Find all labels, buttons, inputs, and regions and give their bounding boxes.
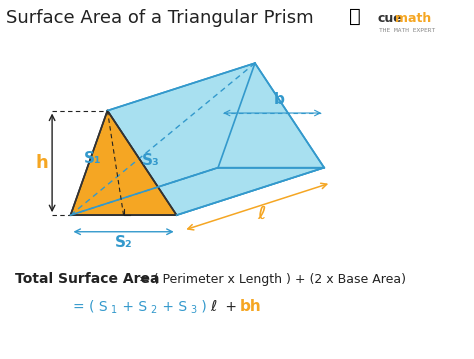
Text: h: h: [36, 154, 48, 172]
Text: 3: 3: [190, 305, 196, 314]
Text: Total Surface Area: Total Surface Area: [15, 272, 160, 286]
Polygon shape: [108, 63, 324, 215]
Polygon shape: [71, 168, 324, 215]
Text: S₁: S₁: [83, 151, 101, 165]
Text: 1: 1: [110, 305, 117, 314]
Text: ℓ: ℓ: [210, 299, 217, 314]
Text: +: +: [221, 300, 242, 314]
Text: 2: 2: [150, 305, 156, 314]
Text: + S: + S: [158, 300, 187, 314]
Text: cue: cue: [377, 12, 402, 25]
Text: = ( S: = ( S: [73, 300, 108, 314]
Text: = ( Perimeter x Length ) + (2 x Base Area): = ( Perimeter x Length ) + (2 x Base Are…: [135, 273, 406, 286]
Polygon shape: [71, 111, 177, 215]
Text: S₂: S₂: [115, 235, 132, 250]
Text: ): ): [197, 300, 207, 314]
Text: Surface Area of a Triangular Prism: Surface Area of a Triangular Prism: [6, 9, 314, 27]
Text: THE MATH EXPERT: THE MATH EXPERT: [379, 28, 435, 33]
Text: ℓ: ℓ: [258, 205, 266, 223]
Text: math: math: [395, 12, 431, 25]
Text: bh: bh: [240, 299, 262, 314]
Text: S₃: S₃: [142, 153, 160, 168]
Text: + S: + S: [118, 300, 147, 314]
Text: 🚀: 🚀: [349, 7, 361, 26]
Text: b: b: [273, 92, 284, 107]
